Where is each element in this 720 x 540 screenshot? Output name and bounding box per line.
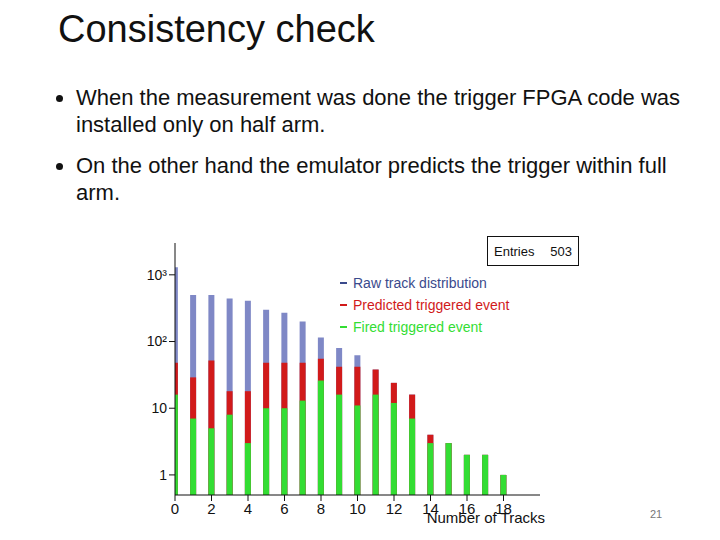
svg-text:2: 2 [207, 500, 215, 517]
svg-text:10³: 10³ [147, 267, 168, 283]
svg-text:10: 10 [151, 400, 167, 416]
svg-text:0: 0 [171, 500, 179, 517]
svg-text:12: 12 [386, 500, 403, 517]
svg-text:8: 8 [317, 500, 325, 517]
svg-text:4: 4 [244, 500, 252, 517]
svg-text:1: 1 [159, 467, 167, 483]
svg-text:10: 10 [349, 500, 366, 517]
svg-text:10²: 10² [147, 333, 168, 349]
svg-text:6: 6 [280, 500, 288, 517]
